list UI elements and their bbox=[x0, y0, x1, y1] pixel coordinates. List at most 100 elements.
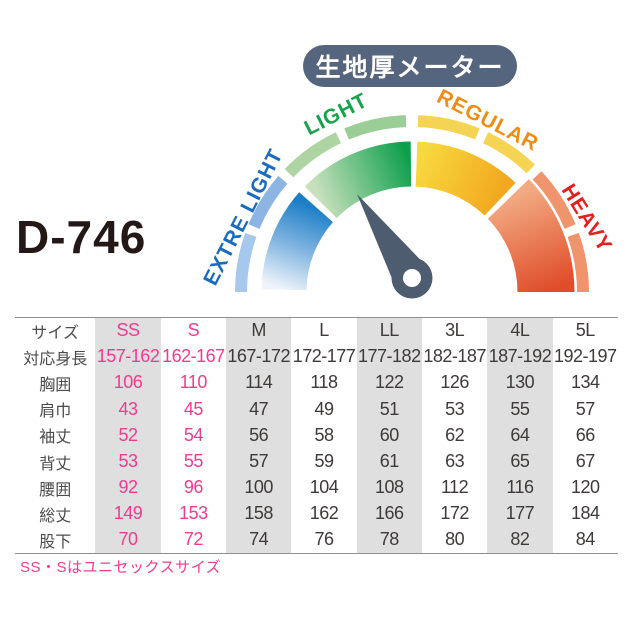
measurement-value: 134 bbox=[571, 372, 600, 393]
measurement-value: 96 bbox=[183, 477, 204, 498]
measurement-value: 57 bbox=[226, 448, 292, 475]
measurement-value: 74 bbox=[226, 527, 292, 554]
measurement-value: 66 bbox=[575, 424, 596, 445]
needle-hub-hole bbox=[403, 269, 421, 287]
table-row: 腰囲 92 96 100 104 108 112 116 120 bbox=[15, 474, 618, 501]
measurement-value: 153 bbox=[179, 503, 208, 524]
measurement-value: 43 bbox=[95, 396, 161, 423]
tick-arc-light-2 bbox=[344, 115, 407, 140]
measurement-value: 53 bbox=[95, 448, 161, 475]
measurement-value: 182-187 bbox=[423, 346, 486, 367]
measurement-value: 157-162 bbox=[95, 343, 161, 370]
measurement-value: 61 bbox=[356, 448, 422, 475]
tick-arc-light-1 bbox=[284, 132, 342, 178]
tick-arc-regular-2 bbox=[482, 132, 535, 174]
zone-arc-regular bbox=[414, 141, 516, 217]
measurement-value: 192-197 bbox=[554, 346, 617, 367]
measurement-value: 116 bbox=[487, 474, 553, 501]
measurement-value: 59 bbox=[314, 451, 334, 472]
measurement-value: 67 bbox=[575, 451, 596, 472]
column-header-size: L bbox=[319, 320, 329, 341]
column-header-size: 5L bbox=[575, 320, 596, 341]
measurement-value: 56 bbox=[226, 422, 292, 449]
measurement-value: 72 bbox=[183, 529, 204, 550]
measurement-value: 172-177 bbox=[292, 346, 356, 367]
measurement-value: 55 bbox=[183, 451, 204, 472]
row-label: 肩巾 bbox=[39, 403, 72, 421]
table-row: 肩巾 43 45 47 49 51 53 55 57 bbox=[15, 396, 618, 423]
column-header-size: S bbox=[187, 320, 200, 341]
measurement-value: 54 bbox=[183, 424, 204, 445]
measurement-value: 80 bbox=[445, 529, 465, 550]
measurement-value: 118 bbox=[310, 372, 338, 393]
measurement-value: 120 bbox=[571, 477, 600, 498]
measurement-value: 158 bbox=[226, 500, 292, 527]
measurement-value: 45 bbox=[183, 398, 204, 419]
measurement-value: 108 bbox=[356, 474, 422, 501]
table-row: 胸囲 106 110 114 118 122 126 130 134 bbox=[15, 369, 618, 397]
measurement-value: 172 bbox=[440, 503, 469, 524]
row-label: 対応身長 bbox=[23, 350, 88, 368]
column-header-size: 4L bbox=[487, 317, 553, 344]
measurement-value: 149 bbox=[95, 500, 161, 527]
measurement-value: 64 bbox=[487, 422, 553, 449]
table-row: 袖丈 52 54 56 58 60 62 64 66 bbox=[15, 422, 618, 449]
measurement-value: 106 bbox=[95, 369, 161, 397]
row-label: 腰囲 bbox=[39, 481, 72, 499]
row-label: 背丈 bbox=[39, 455, 72, 473]
gauge-zone-ring bbox=[261, 141, 575, 293]
table-header-row: サイズ SS S M L LL 3L 4L 5L bbox=[15, 317, 618, 344]
measurement-value: 70 bbox=[95, 527, 161, 554]
row-label: 股下 bbox=[39, 533, 72, 551]
column-header-size: LL bbox=[356, 317, 422, 344]
measurement-value: 52 bbox=[95, 422, 161, 449]
column-header-size: M bbox=[226, 317, 292, 344]
measurement-value: 104 bbox=[309, 477, 339, 498]
measurement-value: 76 bbox=[314, 529, 334, 550]
measurement-value: 49 bbox=[314, 398, 334, 419]
column-header-label: サイズ bbox=[31, 324, 79, 342]
measurement-value: 58 bbox=[314, 424, 334, 445]
measurement-value: 65 bbox=[487, 448, 553, 475]
measurement-value: 114 bbox=[226, 369, 292, 397]
measurement-value: 47 bbox=[226, 396, 292, 423]
gauge-title-badge: 生地厚メーター bbox=[303, 45, 517, 87]
measurement-value: 92 bbox=[95, 474, 161, 501]
gauge-title: 生地厚メーター bbox=[315, 54, 505, 82]
product-code: D-746 bbox=[16, 211, 147, 263]
measurement-value: 126 bbox=[440, 372, 469, 393]
tick-arc-extre-light-1 bbox=[234, 232, 257, 293]
measurement-value: 53 bbox=[445, 398, 465, 419]
measurement-value: 60 bbox=[356, 422, 422, 449]
measurement-value: 112 bbox=[441, 477, 469, 498]
measurement-value: 187-192 bbox=[487, 343, 553, 370]
row-label: 袖丈 bbox=[39, 429, 72, 447]
row-label: 総丈 bbox=[39, 507, 72, 525]
fabric-thickness-gauge: EXTRE LIGHT LIGHT REGULAR HEAVY bbox=[199, 85, 616, 299]
measurement-value: 166 bbox=[356, 500, 422, 527]
table-row: 股下 70 72 74 76 78 80 82 84 bbox=[15, 527, 618, 554]
measurement-value: 62 bbox=[445, 424, 465, 445]
column-header-size: SS bbox=[95, 317, 161, 344]
table-row: 背丈 53 55 57 59 61 63 65 67 bbox=[15, 448, 618, 475]
measurement-value: 55 bbox=[487, 396, 553, 423]
table-row: 総丈 149 153 158 162 166 172 177 184 bbox=[15, 500, 618, 527]
unisex-note: SS・Sはユニセックスサイズ bbox=[20, 559, 222, 576]
measurement-value: 177 bbox=[487, 500, 553, 527]
measurement-value: 78 bbox=[356, 527, 422, 554]
zone-arc-extre-light bbox=[261, 192, 334, 291]
zone-arc-light bbox=[304, 141, 412, 219]
zone-arc-heavy bbox=[487, 179, 575, 293]
measurement-value: 162-167 bbox=[162, 346, 225, 367]
measurement-value: 167-172 bbox=[226, 343, 292, 370]
measurement-value: 130 bbox=[487, 369, 553, 397]
measurement-value: 110 bbox=[179, 372, 208, 393]
tick-arc-extre-light-2 bbox=[248, 175, 288, 229]
measurement-value: 51 bbox=[356, 396, 422, 423]
table-row: 対応身長 157-162 162-167 167-172 172-177 177-182 1… bbox=[15, 343, 618, 370]
measurement-value: 184 bbox=[571, 503, 600, 524]
column-header-size: 3L bbox=[445, 320, 465, 341]
measurement-value: 84 bbox=[575, 529, 596, 550]
gauge-needle bbox=[357, 194, 433, 299]
